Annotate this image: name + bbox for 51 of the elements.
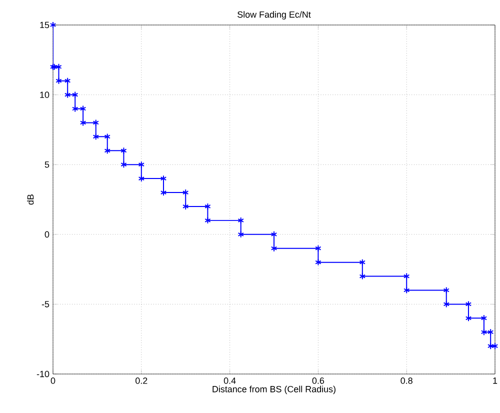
point <box>443 286 450 294</box>
point <box>443 300 450 308</box>
y-axis-title: dB <box>27 194 34 205</box>
point <box>404 286 410 294</box>
point <box>120 161 127 168</box>
point <box>238 230 244 238</box>
point <box>64 91 71 98</box>
x-tick-label: 0.2 <box>136 378 148 384</box>
point <box>80 119 86 126</box>
x-tick-label: 1 <box>493 378 498 384</box>
x-tick-label: 0.6 <box>312 378 324 384</box>
point <box>182 189 189 196</box>
y-tick-label: 0 <box>44 231 50 238</box>
point <box>72 105 78 112</box>
point <box>359 258 366 266</box>
point <box>465 314 472 322</box>
point <box>104 147 110 154</box>
point <box>120 147 127 154</box>
point <box>487 328 494 336</box>
point <box>92 133 99 140</box>
point <box>92 119 99 126</box>
point <box>487 342 494 350</box>
point <box>204 216 211 224</box>
y-tick-label: -5 <box>42 301 50 308</box>
y-tick-label: 15 <box>40 22 50 28</box>
x-tick-label: 0.4 <box>224 378 236 384</box>
point <box>315 258 322 266</box>
point <box>315 244 322 252</box>
point <box>56 77 62 84</box>
x-tick-label: 0.8 <box>400 378 412 384</box>
point <box>138 175 144 182</box>
point <box>182 202 189 210</box>
point <box>359 272 366 280</box>
point <box>72 91 78 98</box>
y-tick-label: 10 <box>40 92 50 98</box>
y-tick-label: 5 <box>44 161 50 168</box>
point <box>80 105 86 112</box>
point <box>104 133 110 140</box>
point <box>138 161 144 168</box>
y-tick-label: -10 <box>36 370 50 378</box>
point <box>404 272 410 280</box>
point <box>480 328 488 336</box>
point <box>465 300 472 308</box>
point <box>238 216 244 224</box>
point <box>64 77 71 84</box>
point <box>56 63 62 70</box>
x-axis-title: Distance from BS (Cell Radius) <box>212 386 336 394</box>
chart-title: Slow Fading Ec/Nt <box>238 11 311 20</box>
x-tick-label: 0 <box>50 378 56 384</box>
point <box>204 202 211 210</box>
point <box>480 314 488 322</box>
